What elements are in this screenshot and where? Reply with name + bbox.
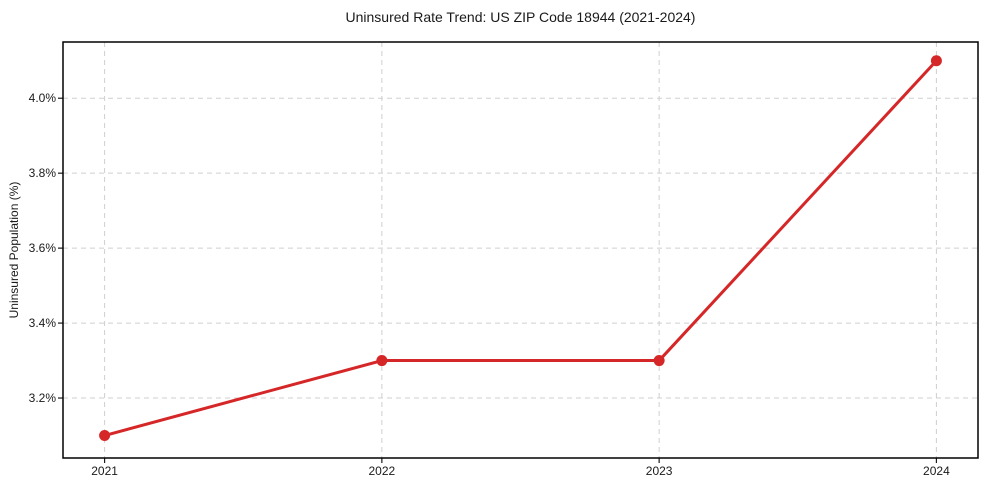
x-tick-label: 2021: [91, 464, 118, 478]
chart-title: Uninsured Rate Trend: US ZIP Code 18944 …: [345, 9, 696, 25]
y-tick-label: 3.4%: [28, 316, 56, 331]
x-tick-label: 2023: [645, 464, 673, 478]
plot-border: [62, 41, 979, 459]
y-tick-label: 3.2%: [28, 391, 56, 406]
y-tick-label: 3.6%: [28, 241, 56, 256]
x-tick-label: 2024: [923, 464, 950, 478]
trend-line: [103, 59, 938, 438]
data-point-marker: [376, 355, 388, 367]
y-tick-label: 4.0%: [28, 91, 56, 106]
data-point-marker: [930, 55, 942, 67]
y-tick-label: 3.8%: [28, 166, 56, 181]
data-point-marker: [653, 355, 665, 367]
data-point-marker: [99, 430, 111, 442]
x-tick-label: 2022: [368, 464, 396, 478]
